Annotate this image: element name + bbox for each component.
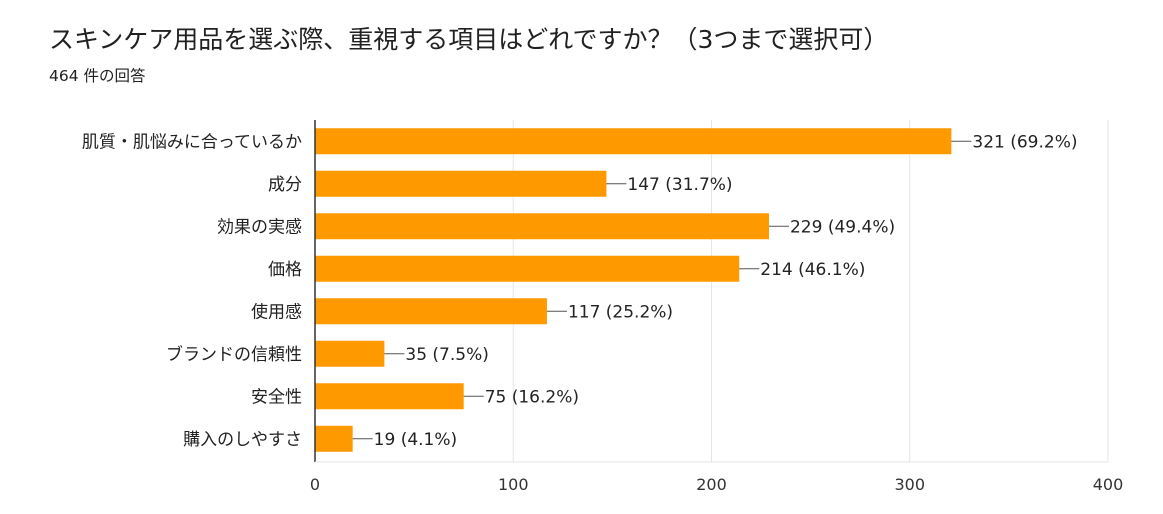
x-tick-label: 200 (696, 475, 727, 494)
category-label: 成分 (268, 175, 302, 195)
chart-title: スキンケア用品を選ぶ際、重視する項目はどれですか？（3つまで選択可） (49, 25, 889, 54)
category-label: 肌質・肌悩みに合っているか (82, 132, 302, 152)
x-tick-label: 300 (894, 475, 925, 494)
category-label: 価格 (268, 260, 302, 280)
data-label: 75 (16.2%) (485, 387, 579, 407)
bar (315, 340, 385, 367)
bar (315, 425, 353, 452)
x-tick-label: 100 (498, 475, 529, 494)
bar (315, 170, 607, 197)
data-label: 19 (4.1%) (374, 430, 458, 450)
category-label: 使用感 (251, 301, 302, 322)
data-label: 147 (31.7%) (627, 175, 732, 195)
data-label: 117 (25.2%) (568, 302, 673, 322)
bar (315, 213, 769, 240)
data-label: 214 (46.1%) (760, 260, 865, 280)
data-label: 35 (7.5%) (405, 345, 489, 365)
category-label: 安全性 (251, 387, 302, 407)
bar (315, 383, 464, 410)
data-label: 229 (49.4%) (790, 217, 895, 237)
bar (315, 128, 952, 155)
x-tick-label: 0 (310, 475, 320, 494)
data-label: 321 (69.2%) (972, 132, 1077, 152)
category-label: ブランドの信頼性 (166, 344, 302, 365)
bar (315, 255, 740, 282)
category-label: 購入のしやすさ (183, 430, 302, 450)
response-count: 464 件の回答 (49, 67, 146, 85)
bar (315, 298, 547, 325)
category-label: 効果の実感 (217, 217, 302, 237)
x-tick-label: 400 (1093, 475, 1124, 494)
